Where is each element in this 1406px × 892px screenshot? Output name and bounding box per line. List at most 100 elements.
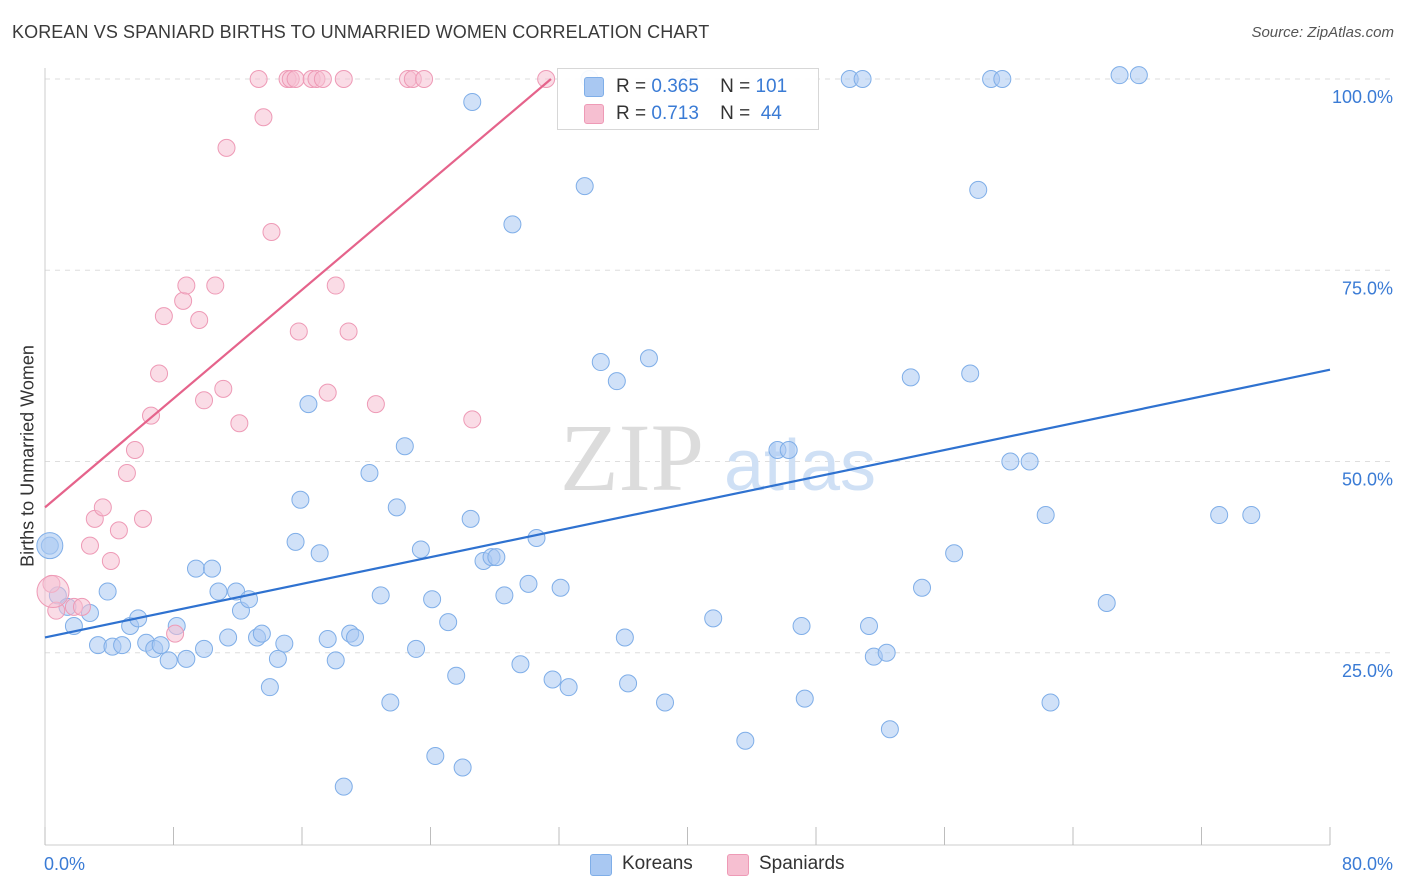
koreans-point[interactable]: [286, 532, 305, 551]
spaniards-point[interactable]: [36, 575, 70, 609]
koreans-point[interactable]: [423, 590, 442, 609]
koreans-point[interactable]: [511, 655, 530, 674]
spaniards-point[interactable]: [150, 364, 169, 383]
spaniards-point[interactable]: [214, 379, 233, 398]
koreans-point[interactable]: [463, 92, 482, 111]
koreans-point[interactable]: [503, 215, 522, 234]
koreans-point[interactable]: [36, 532, 64, 560]
spaniards-point[interactable]: [190, 310, 209, 329]
spaniards-point[interactable]: [109, 521, 128, 540]
koreans-point[interactable]: [877, 643, 896, 662]
koreans-point[interactable]: [381, 693, 400, 712]
spaniards-point[interactable]: [217, 138, 236, 157]
spaniards-point[interactable]: [289, 322, 308, 341]
koreans-point[interactable]: [795, 689, 814, 708]
koreans-point[interactable]: [607, 372, 626, 391]
koreans-point[interactable]: [203, 559, 222, 578]
koreans-point[interactable]: [901, 368, 920, 387]
koreans-point[interactable]: [1210, 506, 1229, 525]
koreans-point[interactable]: [1041, 693, 1060, 712]
koreans-point[interactable]: [439, 613, 458, 632]
spaniards-point[interactable]: [318, 383, 337, 402]
koreans-point[interactable]: [1097, 594, 1116, 613]
koreans-point[interactable]: [559, 678, 578, 697]
koreans-point[interactable]: [487, 548, 506, 567]
koreans-point[interactable]: [736, 731, 755, 750]
koreans-point[interactable]: [656, 693, 675, 712]
koreans-point[interactable]: [291, 490, 310, 509]
koreans-point[interactable]: [219, 628, 238, 647]
spaniards-point[interactable]: [334, 70, 353, 88]
koreans-point[interactable]: [177, 649, 196, 668]
koreans-point[interactable]: [619, 674, 638, 693]
koreans-point[interactable]: [447, 666, 466, 685]
koreans-point[interactable]: [186, 559, 205, 578]
koreans-point[interactable]: [615, 628, 634, 647]
koreans-point[interactable]: [453, 758, 472, 777]
koreans-point[interactable]: [495, 586, 514, 605]
koreans-point[interactable]: [334, 777, 353, 796]
spaniards-point[interactable]: [262, 223, 281, 241]
koreans-point[interactable]: [1001, 452, 1020, 471]
spaniards-point[interactable]: [230, 414, 249, 433]
koreans-point[interactable]: [945, 544, 964, 563]
spaniards-point[interactable]: [72, 597, 91, 616]
spaniards-point[interactable]: [177, 276, 196, 295]
koreans-point[interactable]: [360, 463, 379, 482]
spaniards-point[interactable]: [339, 322, 358, 341]
spaniards-point[interactable]: [154, 307, 173, 326]
spaniards-point[interactable]: [249, 70, 268, 88]
koreans-point[interactable]: [151, 636, 170, 655]
koreans-point[interactable]: [704, 609, 723, 628]
spaniards-point[interactable]: [463, 410, 482, 429]
koreans-point[interactable]: [1110, 66, 1129, 85]
koreans-point[interactable]: [299, 395, 318, 414]
koreans-point[interactable]: [371, 586, 390, 605]
koreans-point[interactable]: [98, 582, 117, 601]
koreans-point[interactable]: [326, 651, 345, 670]
spaniards-point[interactable]: [166, 624, 185, 643]
koreans-point[interactable]: [461, 509, 480, 528]
spaniards-point[interactable]: [80, 536, 99, 555]
spaniards-point[interactable]: [366, 395, 385, 414]
koreans-point[interactable]: [551, 578, 570, 597]
koreans-point[interactable]: [543, 670, 562, 689]
koreans-point[interactable]: [252, 624, 271, 643]
koreans-point[interactable]: [159, 651, 178, 670]
spaniards-point[interactable]: [537, 70, 556, 88]
spaniards-point[interactable]: [254, 108, 273, 127]
spaniards-point[interactable]: [206, 276, 225, 295]
koreans-point[interactable]: [639, 349, 658, 368]
spaniards-point[interactable]: [326, 276, 345, 295]
koreans-point[interactable]: [310, 544, 329, 563]
spaniards-point[interactable]: [195, 391, 214, 410]
koreans-point[interactable]: [411, 540, 430, 559]
koreans-point[interactable]: [426, 747, 445, 766]
koreans-point[interactable]: [993, 70, 1012, 88]
koreans-point[interactable]: [591, 353, 610, 372]
koreans-point[interactable]: [195, 639, 214, 658]
koreans-point[interactable]: [961, 364, 980, 383]
spaniards-point[interactable]: [125, 441, 144, 460]
spaniards-point[interactable]: [101, 551, 120, 570]
spaniards-point[interactable]: [313, 70, 332, 88]
koreans-point[interactable]: [387, 498, 406, 517]
koreans-point[interactable]: [575, 177, 594, 196]
spaniards-point[interactable]: [286, 70, 305, 88]
koreans-point[interactable]: [1242, 506, 1261, 525]
koreans-point[interactable]: [113, 636, 132, 655]
spaniards-point[interactable]: [117, 463, 136, 482]
koreans-point[interactable]: [860, 616, 879, 635]
koreans-point[interactable]: [792, 616, 811, 635]
spaniards-point[interactable]: [133, 509, 152, 528]
koreans-point[interactable]: [779, 441, 798, 460]
spaniards-point[interactable]: [174, 291, 193, 310]
koreans-point[interactable]: [853, 70, 872, 88]
koreans-point[interactable]: [1020, 452, 1039, 471]
koreans-point[interactable]: [395, 437, 414, 456]
koreans-point[interactable]: [346, 628, 365, 647]
koreans-point[interactable]: [209, 582, 228, 601]
koreans-point[interactable]: [260, 678, 279, 697]
koreans-point[interactable]: [969, 180, 988, 199]
koreans-point[interactable]: [318, 629, 337, 648]
